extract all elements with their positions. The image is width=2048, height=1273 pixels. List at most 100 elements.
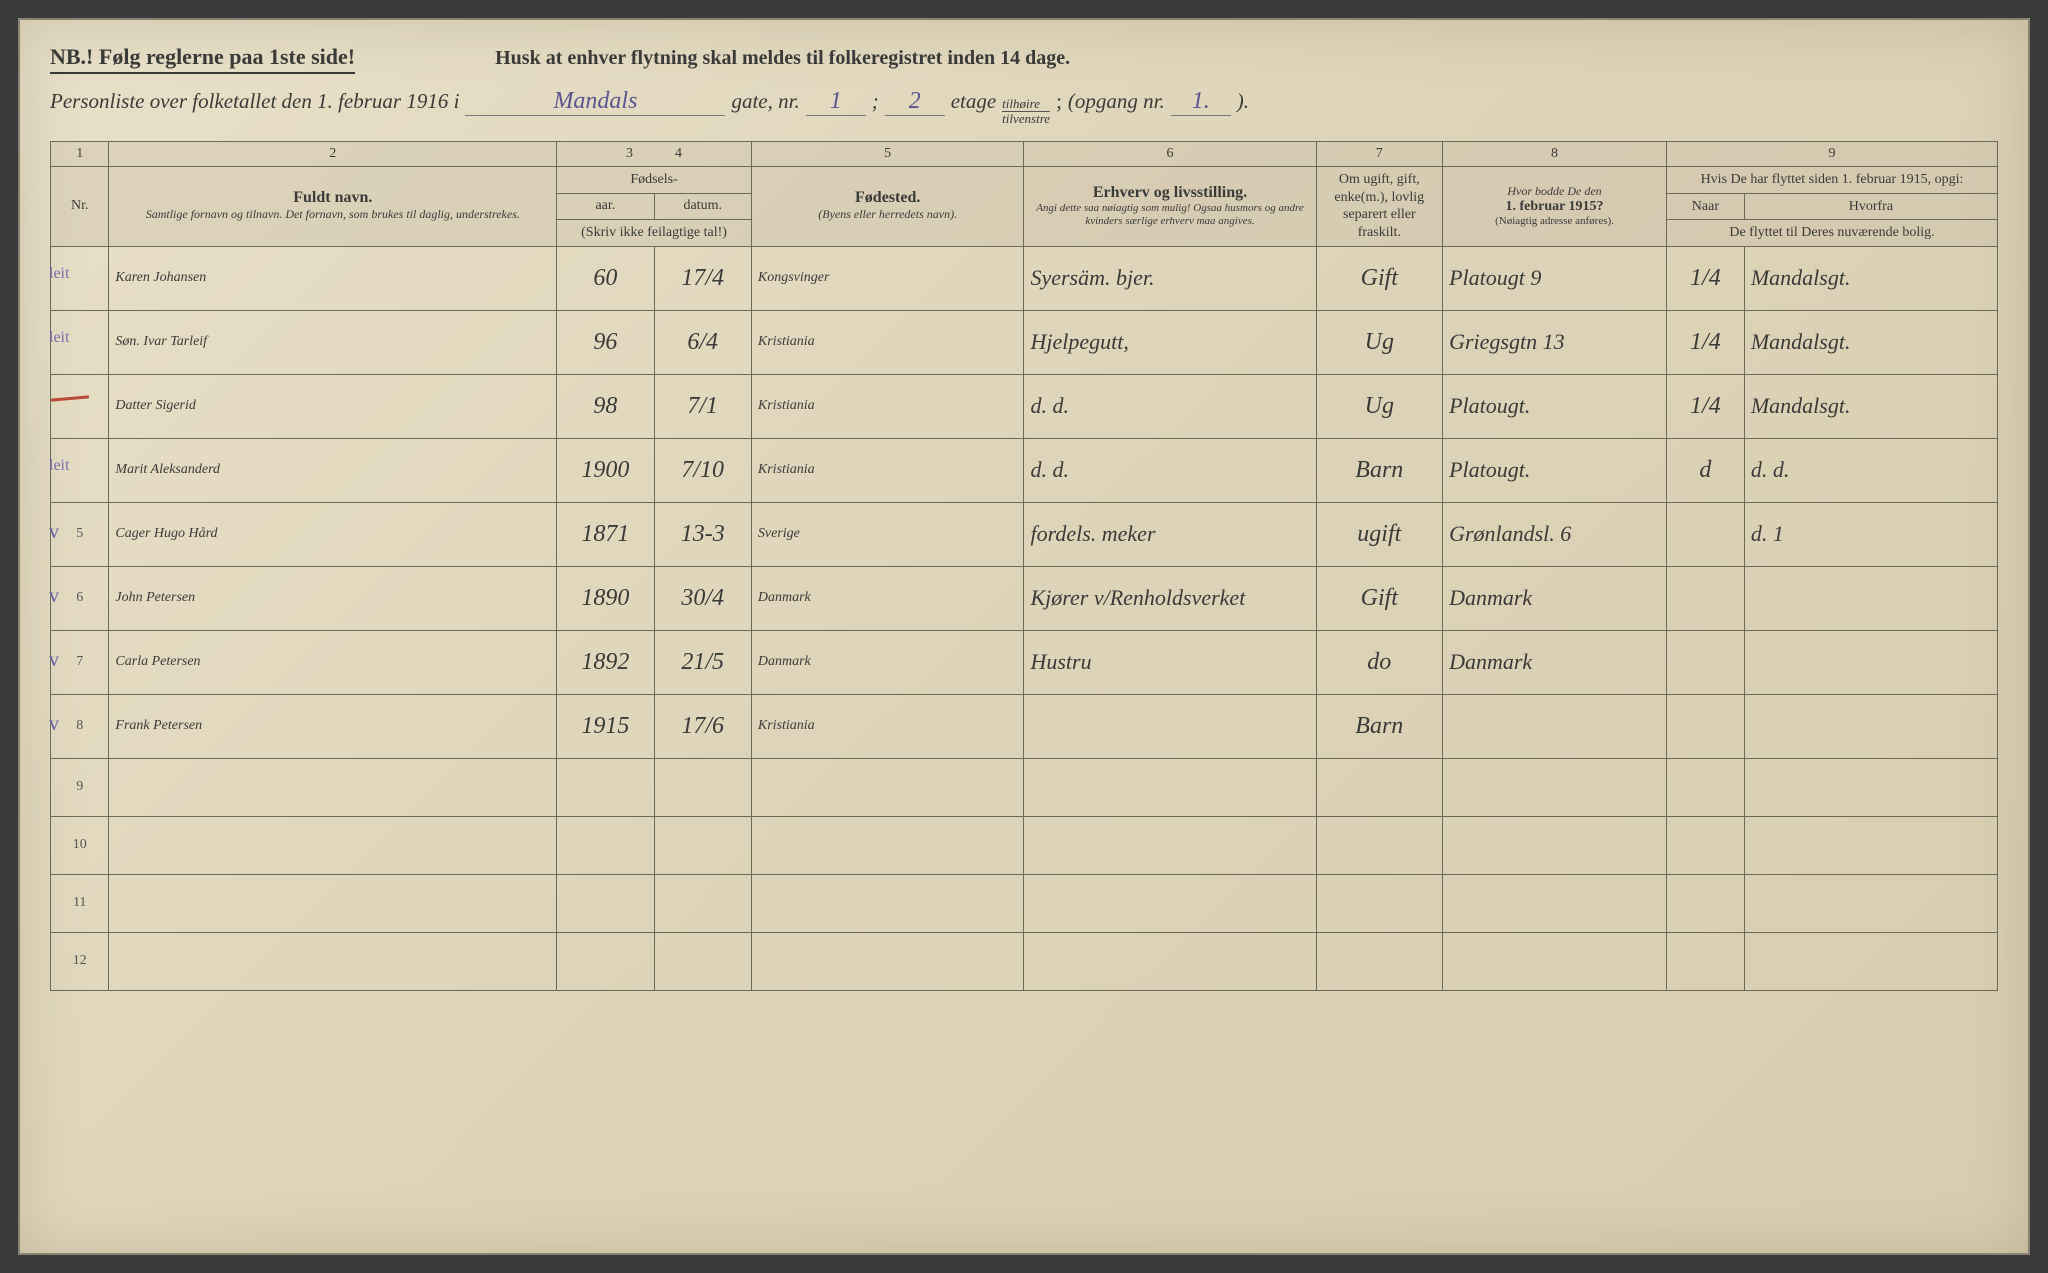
cell-name: Datter Sigerid [109,374,557,438]
row-number: 8v [51,694,109,758]
cell-status: Barn [1316,694,1443,758]
husk-notice: Husk at enhver flytning skal meldes til … [495,47,1070,70]
table-row-empty: 10 [51,816,1998,874]
cell-moved-from: d. 1 [1744,502,1997,566]
cell-date: 6/4 [654,310,751,374]
cell-addr-1915: Platougt 9 [1443,246,1667,310]
row-number: leit [51,310,109,374]
cell-year: 98 [557,374,654,438]
colnum-2: 2 [109,142,557,167]
cell-status: ugift [1316,502,1443,566]
empty-cell [751,758,1024,816]
cell-moved-when [1666,502,1744,566]
cell-moved-when [1666,630,1744,694]
empty-cell [1666,816,1744,874]
empty-cell [1666,932,1744,990]
cell-birthplace: Kristiania [751,310,1024,374]
cell-name: Karen Johansen [109,246,557,310]
empty-cell [1744,758,1997,816]
cell-date: 7/1 [654,374,751,438]
hdr-flyttet: Hvis De har flyttet siden 1. februar 191… [1666,167,1997,194]
row-number: leit [51,438,109,502]
hdr-name: Fuldt navn. Samtlige fornavn og tilnavn.… [109,167,557,247]
cell-date: 17/4 [654,246,751,310]
cell-birthplace: Danmark [751,630,1024,694]
cell-addr-1915: Platougt. [1443,438,1667,502]
table-row: leitSøn. Ivar Tarleif966/4KristianiaHjel… [51,310,1998,374]
gate-nr-label: gate, nr. [731,89,799,114]
row-number: 5v [51,502,109,566]
hdr-fodsels: Fødsels- [557,167,752,194]
empty-cell [1024,932,1316,990]
hdr-aar-sub: (Skriv ikke feilagtige tal!) [557,220,752,247]
hdr-naar: Naar [1666,193,1744,220]
row-number: 10 [51,816,109,874]
cell-birthplace: Kristiania [751,438,1024,502]
empty-cell [751,932,1024,990]
cell-birthplace: Danmark [751,566,1024,630]
cell-addr-1915: Grønlandsl. 6 [1443,502,1667,566]
colnum-8: 8 [1443,142,1667,167]
table-row: leitMarit Aleksanderd19007/10Kristianiad… [51,438,1998,502]
cell-date: 7/10 [654,438,751,502]
colnum-5: 5 [751,142,1024,167]
colnum-34: 3 4 [557,142,752,167]
cell-date: 30/4 [654,566,751,630]
empty-cell [557,874,654,932]
hdr-flyttet-sub: De flyttet til Deres nuværende bolig. [1666,220,1997,247]
title-line: Personliste over folketallet den 1. febr… [50,88,1998,125]
gate-nr-fill: 1 [806,88,866,116]
table-row: 8vFrank Petersen191517/6KristianiaBarn [51,694,1998,758]
cell-date: 17/6 [654,694,751,758]
empty-cell [109,874,557,932]
cell-occupation: Hustru [1024,630,1316,694]
cell-occupation: Hjelpegutt, [1024,310,1316,374]
table-row: leitKaren Johansen6017/4KongsvingerSyers… [51,246,1998,310]
cell-birthplace: Sverige [751,502,1024,566]
cell-year: 1890 [557,566,654,630]
empty-cell [1316,816,1443,874]
row-number: 11 [51,874,109,932]
table-row: 7vCarla Petersen189221/5DanmarkHustrudoD… [51,630,1998,694]
cell-moved-from [1744,566,1997,630]
street-fill: Mandals [465,88,725,116]
empty-cell [557,932,654,990]
cell-status: Ug [1316,310,1443,374]
cell-name: Cager Hugo Hård [109,502,557,566]
personliste-label: Personliste over folketallet den 1. febr… [50,89,459,114]
cell-occupation: Kjører v/Renholdsverket [1024,566,1316,630]
empty-cell [557,758,654,816]
empty-cell [1316,758,1443,816]
empty-cell [1666,758,1744,816]
cell-moved-from: d. d. [1744,438,1997,502]
empty-cell [1024,816,1316,874]
row-number: 7v [51,630,109,694]
empty-cell [1443,932,1667,990]
row-number: 6v [51,566,109,630]
cell-year: 1871 [557,502,654,566]
cell-moved-when: d [1666,438,1744,502]
semicolon: ; [872,89,879,114]
cell-addr-1915: Griegsgtn 13 [1443,310,1667,374]
cell-birthplace: Kristiania [751,694,1024,758]
etage-label: etage [951,89,996,114]
empty-cell [654,758,751,816]
close-paren: ). [1237,89,1249,114]
empty-cell [654,874,751,932]
cell-name: Carla Petersen [109,630,557,694]
cell-moved-from: Mandalsgt. [1744,246,1997,310]
colnum-7: 7 [1316,142,1443,167]
empty-cell [1744,874,1997,932]
cell-name: John Petersen [109,566,557,630]
hdr-1915: Hvor bodde De den 1. februar 1915? (Nøia… [1443,167,1667,247]
cell-moved-from [1744,694,1997,758]
etage-nr-fill: 2 [885,88,945,116]
table-row-empty: 11 [51,874,1998,932]
empty-cell [109,758,557,816]
hdr-datum: datum. [654,193,751,220]
hdr-nr: Nr. [51,167,109,247]
table-row-empty: 12 [51,932,1998,990]
hdr-erhverv: Erhverv og livsstilling. Angi dette saa … [1024,167,1316,247]
colnum-9: 9 [1666,142,1997,167]
census-table: 1 2 3 4 5 6 7 8 9 Nr. Fuldt navn. Samtli… [50,141,1998,991]
